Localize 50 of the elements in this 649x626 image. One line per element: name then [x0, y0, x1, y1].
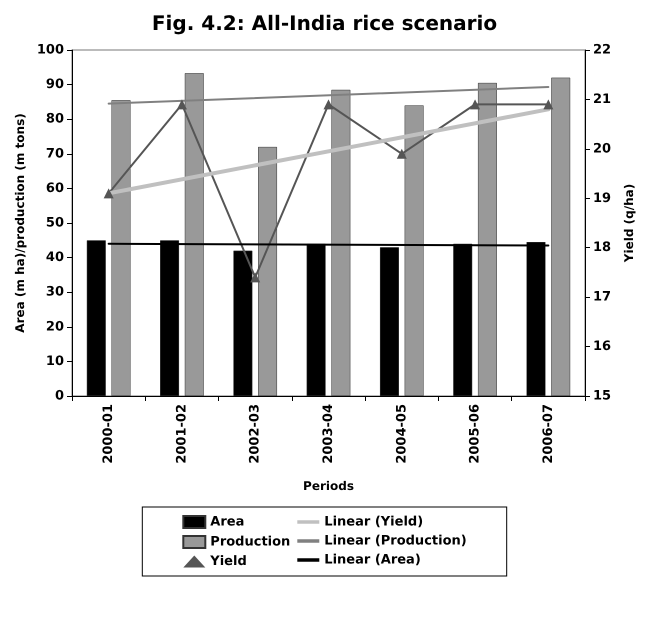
x-axis-title: Periods	[303, 479, 354, 493]
legend-label: Area	[210, 514, 244, 530]
y2-tick-label: 19	[593, 190, 612, 206]
y-tick-label: 0	[54, 388, 64, 404]
x-tick-label: 2004-05	[394, 404, 410, 464]
y-tick-label: 100	[36, 42, 64, 58]
y2-tick-label: 22	[593, 42, 612, 58]
x-tick-label: 2000-01	[101, 404, 116, 464]
bar	[551, 78, 570, 396]
legend-label: Yield	[209, 554, 247, 569]
y-tick-label: 80	[46, 112, 64, 127]
legend-label: Linear (Area)	[324, 552, 421, 568]
y2-tick-label: 16	[593, 339, 612, 354]
point	[104, 188, 114, 198]
point	[250, 272, 260, 282]
y2-tick-label: 21	[593, 92, 612, 107]
point	[396, 148, 407, 159]
y-tick-label: 60	[46, 180, 64, 196]
x-tick-label: 2003-04	[321, 404, 336, 464]
point	[543, 99, 554, 110]
legend-label: Linear (Yield)	[324, 514, 424, 530]
bar	[331, 90, 350, 396]
chart-title: Fig. 4.2: All-India rice scenario	[152, 11, 498, 35]
y2-tick-label: 15	[593, 388, 612, 404]
y-tick-label: 20	[46, 319, 64, 334]
y-tick-label: 70	[46, 146, 64, 162]
y-tick-label: 40	[46, 250, 64, 266]
y-tick-label: 30	[46, 284, 64, 300]
bar	[111, 100, 130, 396]
bar	[184, 73, 204, 396]
point	[324, 99, 334, 110]
point	[176, 99, 187, 110]
bar	[478, 82, 497, 396]
x-tick-label: 2006-07	[540, 404, 556, 464]
legend-label: Linear (Production)	[324, 534, 467, 548]
y-tick-label: 90	[46, 77, 64, 92]
y2-axis-title: Yield (q/ha)	[622, 184, 636, 264]
bar	[404, 105, 424, 396]
y2-tick-label: 17	[593, 290, 612, 305]
legend-label: Production	[210, 534, 290, 550]
bar	[258, 146, 278, 396]
x-tick-label: 2001-02	[174, 404, 190, 464]
y2-tick-label: 20	[593, 141, 612, 156]
point	[470, 99, 480, 110]
x-tick-label: 2002-03	[248, 404, 263, 464]
x-tick-label: 2005-06	[468, 404, 483, 464]
y-axis-title: Area (m ha)/production (m tons)	[12, 113, 27, 333]
y2-tick-label: 18	[593, 240, 612, 256]
y-tick-label: 50	[46, 216, 64, 230]
y-tick-label: 10	[46, 354, 64, 369]
